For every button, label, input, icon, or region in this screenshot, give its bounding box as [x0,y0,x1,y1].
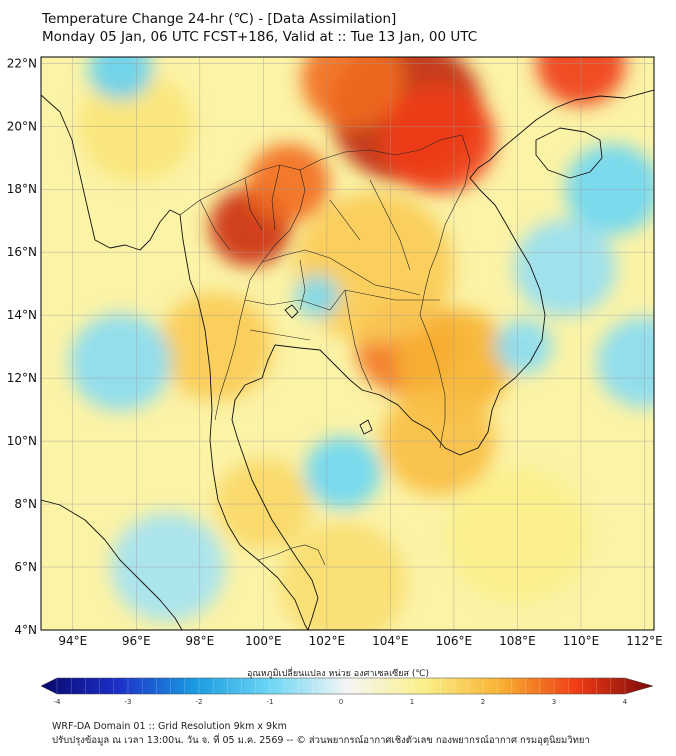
colorbar-tick-label: -3 [125,698,132,706]
colorbar-tick-label: -4 [54,698,62,706]
lon-label: 108°E [499,634,536,648]
field-spot [88,57,153,100]
border-laos-vietnam [299,134,471,316]
lat-label: 6°N [14,560,37,574]
map-frame [40,56,655,631]
coastline-gulf-islands [284,304,373,435]
field-spot [69,314,172,411]
field-spot [247,143,331,223]
lat-label: 18°N [7,182,37,196]
lat-label: 12°N [7,371,37,385]
lat-label: 16°N [7,245,37,259]
footer: WRF-DA Domain 01 :: Grid Resolution 9km … [52,720,590,748]
lon-label: 98°E [185,634,214,648]
lat-label: 10°N [7,434,37,448]
field-spot [158,292,273,401]
colorbar [40,677,654,695]
field-spot [301,57,404,128]
province-borders [179,134,471,566]
lon-label: 104°E [372,634,409,648]
lon-label: 112°E [626,634,663,648]
field-spot [279,522,407,630]
field-spot [596,317,654,408]
map-panel [41,57,654,630]
coastline-sumatra [41,499,183,630]
colorbar-tick-label: -1 [267,698,274,706]
lon-label: 110°E [563,634,600,648]
coastline-hainan [535,127,603,179]
lon-label: 94°E [58,634,87,648]
colorbar-title: อุณหภูมิเปลี่ยนแปลง หน่วย องศาเซลเซียส (… [246,669,430,679]
coastlines [41,89,654,630]
colorbar-tick-label: 1 [410,698,414,706]
field-spot [295,275,340,318]
border-thailand-cambodia [344,289,440,391]
title-line-2: Monday 05 Jan, 06 UTC FCST+186, Valid at… [42,29,478,45]
title-line-1: Temperature Change 24-hr (℃) - [Data Ass… [42,11,397,27]
lat-label: 8°N [14,497,37,511]
graticule [41,57,654,630]
border-malaysia [257,544,326,566]
field-spot [304,436,381,509]
lon-label: 106°E [436,634,473,648]
lat-label: 4°N [14,623,37,637]
field-spot [495,319,553,374]
field-spot [380,84,496,194]
map-axes: 22°N 20°N 18°N 16°N 14°N 12°N 10°N 8°N 6°N 4°N 94°… [7,56,663,648]
border-internal-central [244,259,346,341]
border-internal-north [199,164,411,271]
lat-label: 14°N [7,308,37,322]
lat-label: 20°N [7,119,37,133]
field-spot [295,192,454,344]
lon-label: 100°E [245,634,282,648]
lat-label: 22°N [7,56,37,70]
colorbar-ticks: -4 -3 -2 -1 0 1 2 3 4 [54,678,628,706]
coastline-mainland [41,89,654,630]
border-cambodia-vietnam [419,314,446,449]
lon-label: 102°E [309,634,346,648]
colorbar-tick-label: 0 [339,698,343,706]
colorbar-tick-label: 2 [481,698,485,706]
border-thai-laos-mekong [261,249,421,296]
colorbar-tick-label: 4 [623,698,628,706]
map-title: Temperature Change 24-hr (℃) - [Data Ass… [42,10,477,46]
field-spot [514,219,616,317]
footer-line-2: ปรับปรุงข้อมูล ณ เวลา 13:00น. วัน จ. ที่… [52,735,590,746]
colorbar-tick-label: -2 [196,698,203,706]
lon-label: 96°E [122,634,151,648]
footer-line-1: WRF-DA Domain 01 :: Grid Resolution 9km … [52,721,287,732]
colorbar-tick-label: 3 [552,698,556,706]
